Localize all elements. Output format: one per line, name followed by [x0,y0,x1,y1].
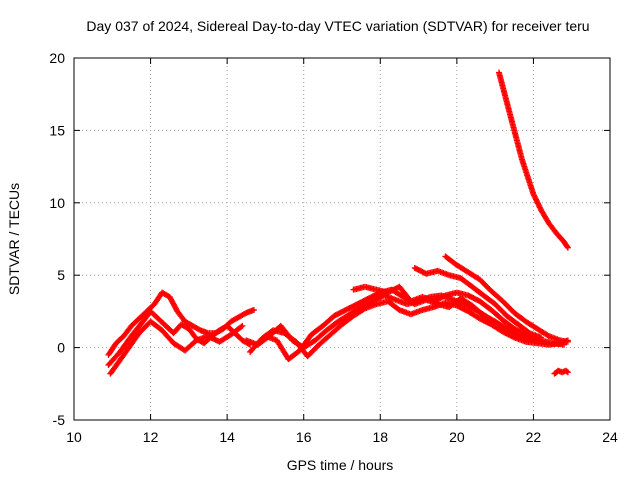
grid-lines [74,58,610,420]
series-track-g [350,283,541,341]
data-point [564,369,571,376]
x-tick-label: 24 [602,429,618,445]
y-tick-label: 20 [49,50,65,66]
data-points [105,69,571,377]
series-track-i [442,253,571,345]
data-point [564,244,571,251]
data-point [561,341,568,348]
y-tick-label: 5 [57,267,65,283]
data-point [564,243,571,250]
data-point [360,306,367,313]
series-track-c [107,318,246,377]
data-point [250,306,257,313]
y-tick-label: 0 [57,340,65,356]
chart-title: Day 037 of 2024, Sidereal Day-to-day VTE… [86,18,589,34]
data-point [544,332,551,339]
x-tick-label: 10 [66,429,82,445]
data-point [238,323,245,330]
plot-frame [73,57,611,421]
x-tick-label: 18 [372,429,388,445]
series-track-j [495,69,571,251]
x-axis-title: GPS time / hours [287,457,394,473]
x-tick-label: 16 [296,429,312,445]
series-track-k [551,367,571,377]
data-point [538,334,545,341]
y-tick-label: -5 [53,412,66,428]
data-point [239,322,246,329]
data-point [563,368,570,375]
series-track-f [262,286,568,363]
series-track-h [411,264,545,341]
axis-ticks: 10 12 14 16 18 20 22 24 -5 0 5 10 15 20 [49,50,618,445]
x-tick-label: 12 [143,429,159,445]
y-tick-label: 15 [49,122,65,138]
y-tick-label: 10 [49,195,65,211]
x-tick-label: 20 [449,429,465,445]
x-tick-label: 14 [219,429,235,445]
y-axis-title: SDTVAR / TECUs [6,183,22,295]
data-point [564,338,571,345]
x-tick-label: 22 [526,429,542,445]
